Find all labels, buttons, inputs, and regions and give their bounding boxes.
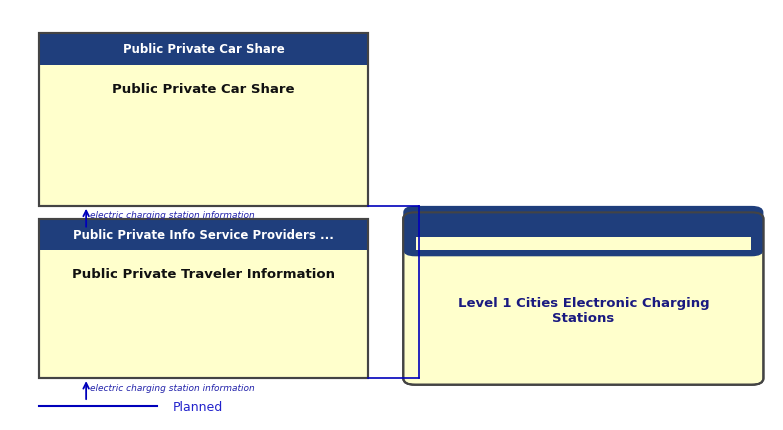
Text: Planned: Planned xyxy=(172,400,222,413)
Text: Public Private Info Service Providers ...: Public Private Info Service Providers ..… xyxy=(73,228,334,241)
Text: electric charging station information: electric charging station information xyxy=(90,211,254,220)
Text: Public Private Traveler Information: Public Private Traveler Information xyxy=(72,267,335,280)
FancyBboxPatch shape xyxy=(403,213,763,385)
Bar xyxy=(39,219,368,378)
Bar xyxy=(39,34,368,206)
Bar xyxy=(39,34,368,206)
FancyBboxPatch shape xyxy=(403,206,763,257)
Text: Level 1 Cities Electronic Charging
Stations: Level 1 Cities Electronic Charging Stati… xyxy=(457,296,709,324)
Bar xyxy=(39,34,368,65)
Text: electric charging station information: electric charging station information xyxy=(90,383,254,392)
Bar xyxy=(39,219,368,250)
Text: Public Private Car Share: Public Private Car Share xyxy=(123,43,284,56)
Bar xyxy=(39,219,368,378)
Bar xyxy=(416,238,751,250)
Text: Public Private Car Share: Public Private Car Share xyxy=(112,83,295,95)
